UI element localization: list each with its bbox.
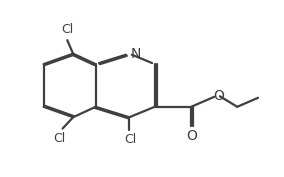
Text: O: O bbox=[186, 129, 197, 142]
Text: Cl: Cl bbox=[54, 132, 66, 145]
Text: N: N bbox=[130, 47, 141, 61]
Text: O: O bbox=[213, 89, 224, 103]
Text: Cl: Cl bbox=[125, 133, 137, 146]
Text: Cl: Cl bbox=[61, 23, 73, 36]
